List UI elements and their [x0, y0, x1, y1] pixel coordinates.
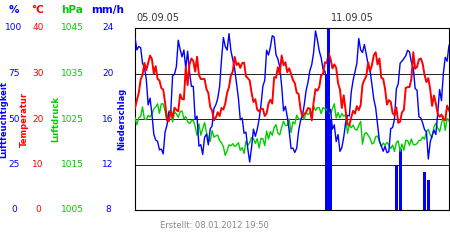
Text: 75: 75 — [8, 69, 20, 78]
Text: 1035: 1035 — [60, 69, 84, 78]
Text: Luftfeuchtigkeit: Luftfeuchtigkeit — [0, 80, 9, 158]
Text: 40: 40 — [32, 24, 44, 32]
Text: Luftdruck: Luftdruck — [51, 96, 60, 142]
Text: 11.09.05: 11.09.05 — [331, 12, 374, 22]
Bar — [427, 180, 430, 210]
Text: 20: 20 — [102, 69, 114, 78]
Text: °C: °C — [32, 5, 45, 15]
Bar — [329, 119, 332, 210]
Text: 16: 16 — [102, 114, 114, 124]
Text: 25: 25 — [8, 160, 20, 169]
Text: mm/h: mm/h — [91, 5, 125, 15]
Text: 1025: 1025 — [61, 114, 83, 124]
Bar — [325, 74, 328, 210]
Text: 24: 24 — [103, 24, 113, 32]
Text: 1045: 1045 — [61, 24, 83, 32]
Text: hPa: hPa — [61, 5, 83, 15]
Text: %: % — [9, 5, 19, 15]
Text: 20: 20 — [32, 114, 44, 124]
Text: 100: 100 — [5, 24, 22, 32]
Text: Niederschlag: Niederschlag — [117, 88, 126, 150]
Text: 1005: 1005 — [60, 206, 84, 214]
Text: 1015: 1015 — [60, 160, 84, 169]
Text: 05.09.05: 05.09.05 — [136, 12, 180, 22]
Text: Temperatur: Temperatur — [19, 92, 28, 146]
Bar — [399, 149, 401, 210]
Text: 0: 0 — [11, 206, 17, 214]
Text: 30: 30 — [32, 69, 44, 78]
Text: 10: 10 — [32, 160, 44, 169]
Text: 0: 0 — [35, 206, 41, 214]
Bar — [423, 172, 426, 210]
Text: 12: 12 — [102, 160, 114, 169]
Bar — [327, 28, 330, 210]
Bar — [395, 164, 398, 210]
Text: Erstellt: 08.01.2012 19:50: Erstellt: 08.01.2012 19:50 — [160, 221, 269, 230]
Text: 8: 8 — [105, 206, 111, 214]
Text: 50: 50 — [8, 114, 20, 124]
